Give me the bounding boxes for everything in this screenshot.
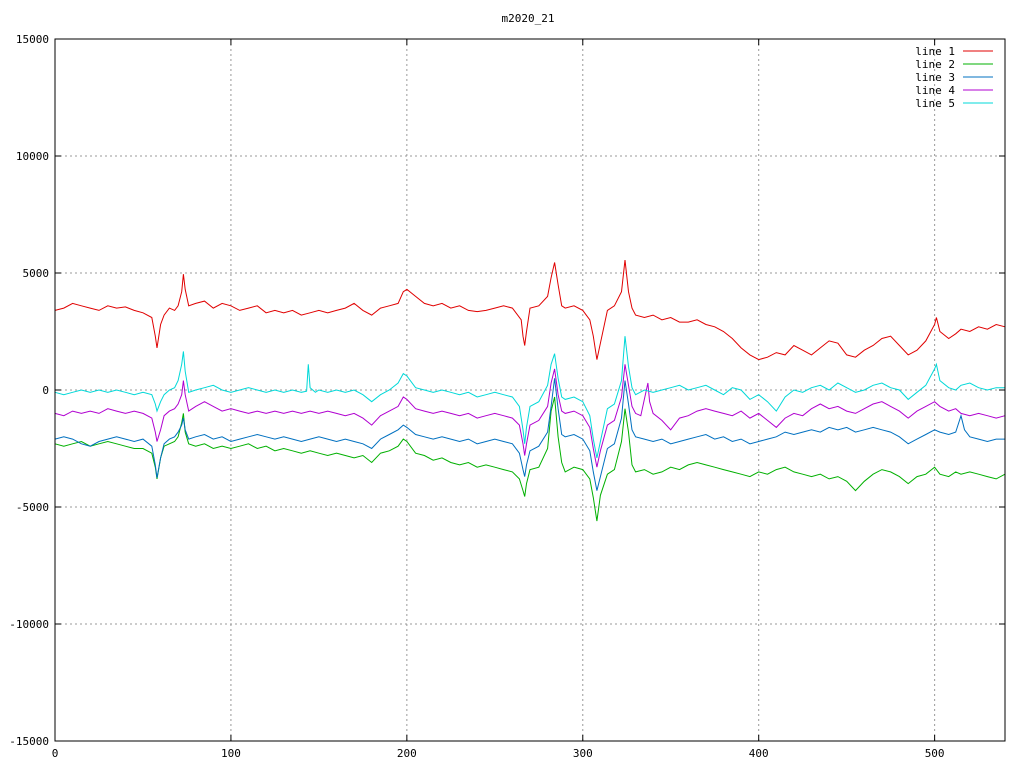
x-tick-label: 300 — [573, 747, 593, 760]
legend-label-1: line 1 — [915, 45, 955, 58]
chart-title: m2020_21 — [502, 12, 555, 25]
series-line-1 — [54, 260, 1006, 361]
axis-ticks: 0 100 200 300 400 500 -15000 -10000 -5000 0 5000 10… — [9, 33, 1005, 760]
y-tick-label: -15000 — [9, 735, 49, 748]
y-tick-label: 15000 — [16, 33, 49, 46]
y-tick-label: -5000 — [16, 501, 49, 514]
legend-label-3: line 3 — [915, 71, 955, 84]
x-tick-label: 400 — [749, 747, 769, 760]
legend-label-2: line 2 — [915, 58, 955, 71]
legend-label-4: line 4 — [915, 84, 955, 97]
y-tick-label: -10000 — [9, 618, 49, 631]
series-line-3 — [54, 378, 1005, 491]
series-line-4 — [54, 364, 1006, 468]
y-tick-label: 10000 — [16, 150, 49, 163]
series-lines — [54, 260, 1006, 522]
series-line-5 — [54, 336, 1005, 459]
y-tick-label: 5000 — [23, 267, 50, 280]
legend-label-5: line 5 — [915, 97, 955, 110]
series-line-2 — [54, 396, 1006, 522]
x-tick-label: 500 — [925, 747, 945, 760]
x-tick-label: 200 — [397, 747, 417, 760]
x-tick-label: 0 — [52, 747, 59, 760]
y-tick-label: 0 — [42, 384, 49, 397]
grid-lines — [55, 39, 1005, 741]
x-tick-label: 100 — [221, 747, 241, 760]
